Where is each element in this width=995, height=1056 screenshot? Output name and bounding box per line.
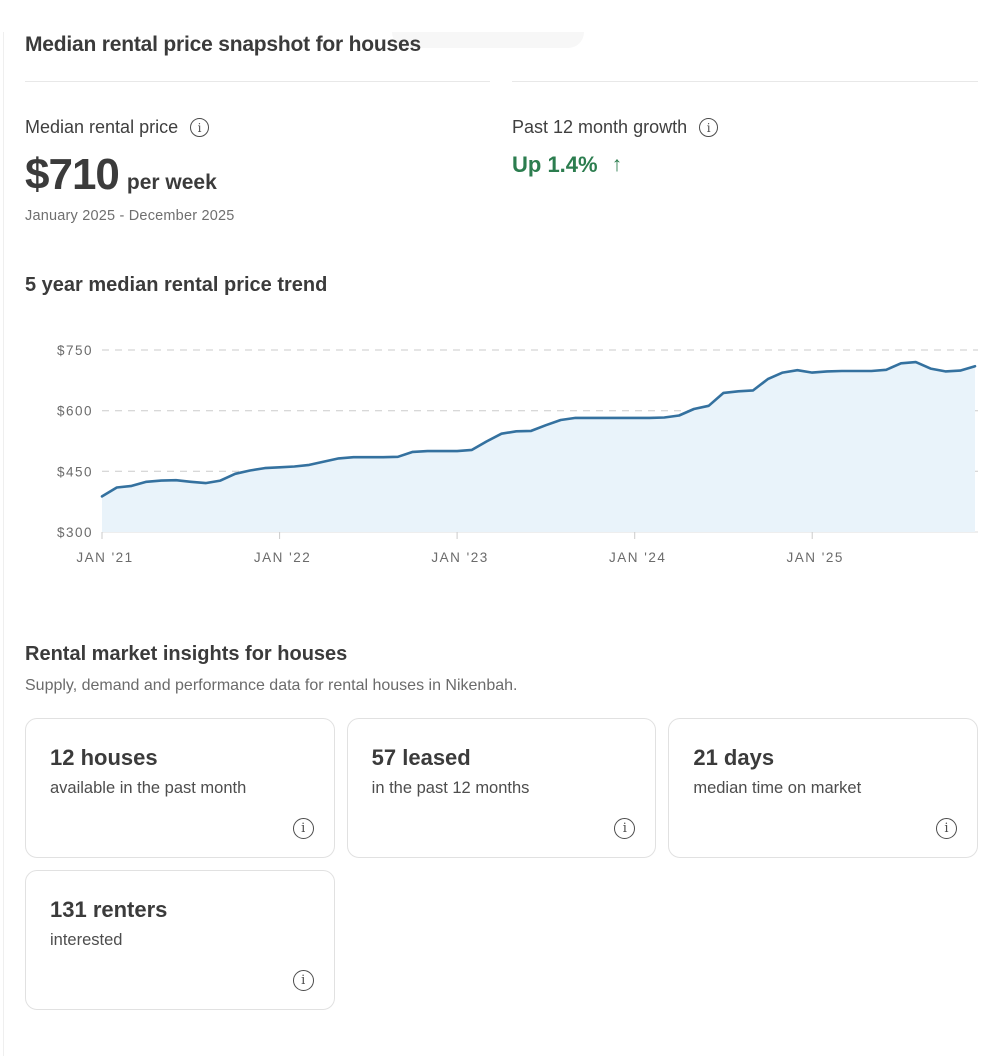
- card-value: 21 days: [693, 745, 775, 770]
- card-caption: median time on market: [693, 779, 862, 797]
- info-icon[interactable]: i: [935, 818, 957, 839]
- trend-section: 5 year median rental price trend $750 $60…: [25, 274, 978, 569]
- growth-value: Up 1.4%: [512, 152, 598, 177]
- x-axis-label: JAN '23: [431, 550, 488, 565]
- info-icon[interactable]: i: [292, 818, 314, 839]
- insight-card: 57 leased in the past 12 months i: [346, 718, 657, 858]
- insights-section: Rental market insights for houses Supply…: [25, 643, 978, 1010]
- trend-line: [100, 360, 977, 498]
- x-axis-label: JAN '22: [254, 550, 311, 565]
- info-icon[interactable]: i: [292, 970, 314, 991]
- market-data-page: Median rental price snapshot for houses …: [0, 32, 995, 1010]
- snapshot-section: Median rental price snapshot for houses …: [25, 32, 978, 224]
- insight-cards: 12 houses available in the past month i 57 …: [25, 718, 978, 1010]
- trend-chart[interactable]: $750 $600 $450 $300 JAN '21 JAN '22 JAN '23 JAN…: [25, 337, 978, 569]
- median-price-label: Median rental price: [25, 117, 179, 137]
- snapshot-title: Median rental price snapshot for houses: [25, 33, 421, 56]
- insight-card: 12 houses available in the past month i: [25, 718, 335, 858]
- y-axis-label: $600: [57, 404, 93, 419]
- growth-label: Past 12 month growth: [512, 117, 688, 137]
- median-price-block: Median rental price i $710 per week Janu…: [25, 81, 490, 224]
- card-caption: available in the past month: [50, 779, 247, 797]
- insights-title: Rental market insights for houses: [25, 643, 348, 665]
- median-price-period: January 2025 - December 2025: [25, 208, 235, 224]
- card-caption: interested: [50, 931, 123, 949]
- insights-subtitle: Supply, demand and performance data for …: [25, 677, 518, 694]
- tooltip-remnant: [392, 32, 584, 48]
- median-price-unit: per week: [126, 171, 217, 194]
- insight-card: 131 renters interested i: [25, 870, 335, 1010]
- x-axis-label: JAN '25: [787, 550, 844, 565]
- x-axis-label: JAN '21: [76, 550, 133, 565]
- trend-area: [102, 362, 975, 532]
- info-icon[interactable]: i: [614, 818, 636, 839]
- y-axis-label: $300: [57, 525, 93, 540]
- info-icon[interactable]: i: [699, 118, 719, 137]
- card-value: 12 houses: [50, 745, 158, 770]
- trend-chart-svg[interactable]: $750 $600 $450 $300 JAN '21 JAN '22 JAN '23 JAN…: [25, 337, 978, 569]
- x-axis-label: JAN '24: [609, 550, 666, 565]
- growth-block: Past 12 month growth i Up 1.4% ↑: [512, 81, 978, 224]
- y-axis-label: $750: [57, 343, 93, 358]
- growth-value-row: Up 1.4% ↑: [512, 152, 978, 178]
- page-edge-divider: [3, 32, 4, 1056]
- y-axis-label: $450: [57, 464, 93, 479]
- median-price-value: $710: [25, 150, 120, 199]
- info-icon[interactable]: i: [190, 118, 210, 137]
- card-value: 131 renters: [50, 897, 168, 922]
- up-arrow-icon: ↑: [611, 153, 623, 176]
- insight-card: 21 days median time on market i: [668, 718, 978, 858]
- card-caption: in the past 12 months: [371, 779, 530, 797]
- card-value: 57 leased: [371, 745, 471, 770]
- trend-title: 5 year median rental price trend: [25, 274, 328, 296]
